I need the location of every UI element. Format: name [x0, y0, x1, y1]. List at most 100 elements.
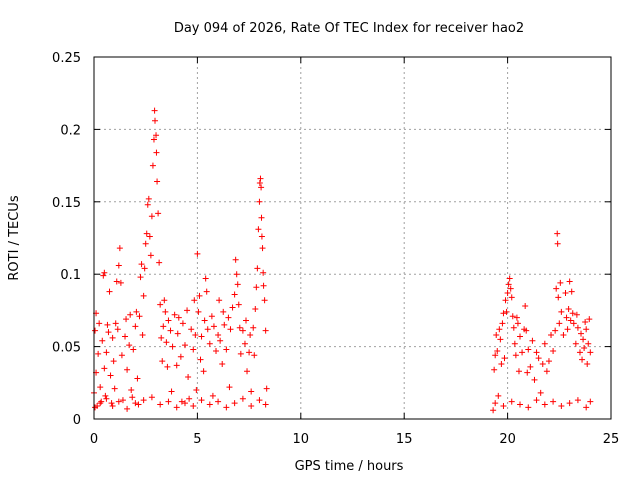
data-point	[262, 327, 269, 334]
data-point	[219, 360, 226, 367]
plot-frame	[93, 56, 612, 420]
data-point	[119, 397, 126, 404]
x-tick-label: 0	[90, 432, 98, 447]
data-point	[186, 395, 193, 402]
data-point	[229, 304, 236, 311]
data-point	[96, 320, 103, 327]
data-point	[256, 198, 263, 205]
data-point	[135, 401, 142, 408]
data-point	[567, 317, 574, 324]
data-point	[128, 387, 135, 394]
y-tick-label: 0.2	[60, 123, 81, 138]
data-point	[159, 358, 166, 365]
data-point	[133, 308, 140, 315]
data-point	[169, 343, 176, 350]
data-point	[587, 349, 594, 356]
data-point	[562, 290, 569, 297]
data-point	[246, 349, 253, 356]
data-point	[500, 310, 507, 317]
data-point	[515, 368, 522, 375]
data-point	[217, 337, 224, 344]
data-point	[215, 332, 222, 339]
data-point	[107, 372, 114, 379]
data-point	[127, 311, 134, 318]
data-point	[510, 324, 517, 331]
data-point	[167, 327, 174, 334]
data-point	[258, 214, 265, 221]
data-point	[174, 330, 181, 337]
data-point	[506, 275, 513, 282]
data-point	[527, 363, 534, 370]
y-tick-label: 0.15	[52, 196, 81, 211]
data-point	[580, 336, 587, 343]
data-point	[111, 385, 118, 392]
data-point	[545, 358, 552, 365]
data-point	[262, 401, 269, 408]
data-point	[179, 320, 186, 327]
data-point	[118, 352, 125, 359]
data-point	[258, 184, 265, 191]
data-point	[500, 402, 507, 409]
data-point	[511, 340, 518, 347]
data-point	[140, 397, 147, 404]
data-point	[97, 400, 104, 407]
data-point	[98, 398, 105, 405]
data-point	[566, 400, 573, 407]
data-point	[181, 342, 188, 349]
data-point	[192, 332, 199, 339]
data-point	[105, 329, 112, 336]
data-point	[554, 230, 561, 237]
data-point	[163, 339, 170, 346]
data-point	[566, 278, 573, 285]
data-point	[257, 175, 264, 182]
data-point	[194, 250, 201, 257]
data-point	[533, 349, 540, 356]
data-point	[508, 294, 515, 301]
data-point	[132, 323, 139, 330]
data-point	[236, 324, 243, 331]
data-point	[504, 290, 511, 297]
data-point	[568, 288, 575, 295]
data-point	[150, 136, 157, 143]
data-point	[164, 363, 171, 370]
data-point	[258, 233, 265, 240]
data-point	[112, 320, 119, 327]
data-point	[149, 162, 156, 169]
data-point	[110, 358, 117, 365]
x-tick-label: 15	[396, 432, 413, 447]
data-point	[553, 285, 560, 292]
grid-lines	[94, 57, 611, 419]
data-point	[115, 398, 122, 405]
data-point	[234, 281, 241, 288]
data-point	[200, 368, 207, 375]
data-point	[254, 265, 261, 272]
data-point	[124, 405, 131, 412]
data-point	[226, 384, 233, 391]
data-point	[197, 356, 204, 363]
data-point	[140, 292, 147, 299]
data-point	[548, 332, 555, 339]
data-point	[152, 117, 159, 124]
data-point	[220, 308, 227, 315]
data-point	[260, 269, 267, 276]
data-point	[241, 340, 248, 347]
data-point	[139, 332, 146, 339]
data-point	[523, 327, 530, 334]
data-point	[578, 330, 585, 337]
data-point	[537, 389, 544, 396]
data-point	[512, 352, 519, 359]
data-point	[178, 398, 185, 405]
data-point	[168, 388, 175, 395]
data-point	[221, 321, 228, 328]
data-point	[184, 307, 191, 314]
data-point	[248, 388, 255, 395]
data-point	[251, 352, 258, 359]
data-point	[535, 355, 542, 362]
data-point	[99, 337, 106, 344]
data-point	[142, 240, 149, 247]
data-point	[582, 318, 589, 325]
data-point	[584, 360, 591, 367]
data-point	[555, 294, 562, 301]
y-tick-label: 0.25	[52, 51, 81, 66]
data-point	[204, 326, 211, 333]
